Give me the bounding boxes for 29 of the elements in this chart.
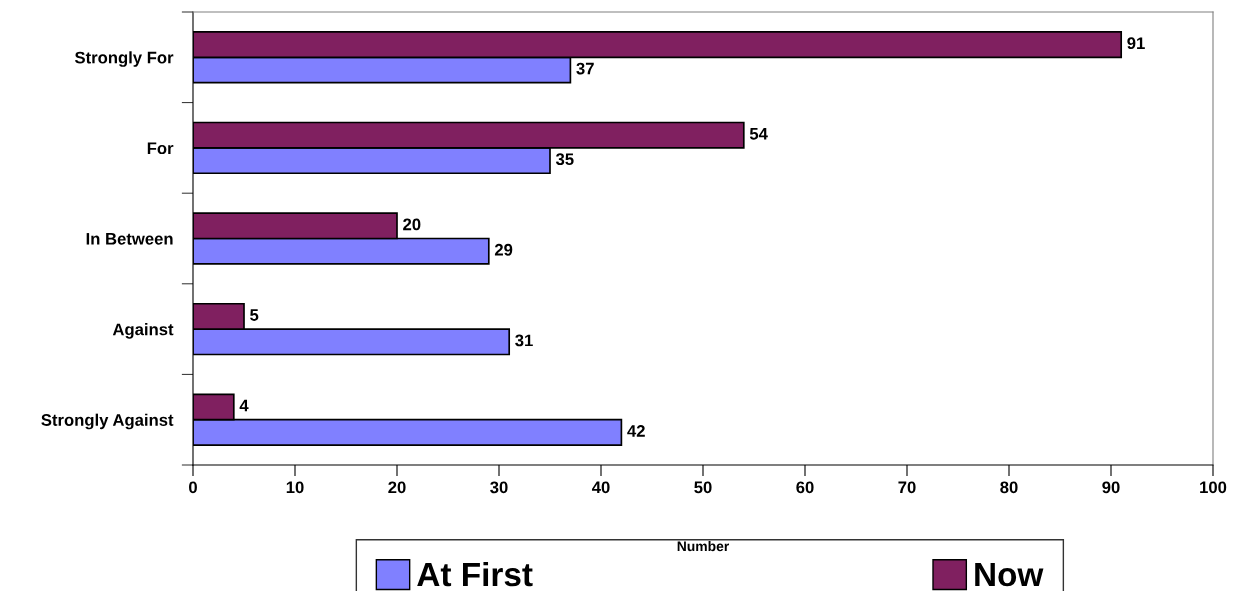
x-tick-label: 70	[898, 481, 916, 494]
x-tick-label: 20	[388, 481, 406, 494]
x-tick-label: 50	[694, 481, 712, 494]
data-label: 20	[403, 218, 421, 231]
x-axis-title: Number	[677, 540, 730, 552]
data-label: 91	[1127, 37, 1145, 50]
legend-label: Now	[975, 563, 1044, 587]
x-tick-label: 30	[490, 481, 508, 494]
x-tick-label: 90	[1102, 481, 1120, 494]
y-tick-label: Strongly For	[74, 51, 174, 67]
x-tick-label: 80	[1000, 481, 1018, 494]
data-label: 35	[555, 153, 574, 166]
data-label: 31	[515, 334, 533, 347]
data-label: 42	[627, 425, 645, 437]
data-label: 5	[250, 309, 259, 321]
y-tick-label: In Between	[86, 233, 173, 245]
data-label: 29	[494, 243, 513, 256]
x-tick-label: 10	[286, 481, 304, 494]
y-tick-label: For	[147, 142, 174, 155]
x-tick-label: 60	[796, 481, 814, 494]
legend-label: At First	[417, 561, 533, 587]
data-label: 37	[576, 62, 594, 75]
y-tick-label: Against	[112, 323, 174, 339]
data-label: 4	[239, 399, 249, 412]
x-tick-label: 40	[591, 481, 610, 494]
x-tick-label: 0	[189, 481, 197, 494]
x-tick-label: 100	[1200, 481, 1227, 494]
data-label: 54	[749, 128, 768, 140]
y-tick-label: Strongly Against	[41, 413, 174, 430]
